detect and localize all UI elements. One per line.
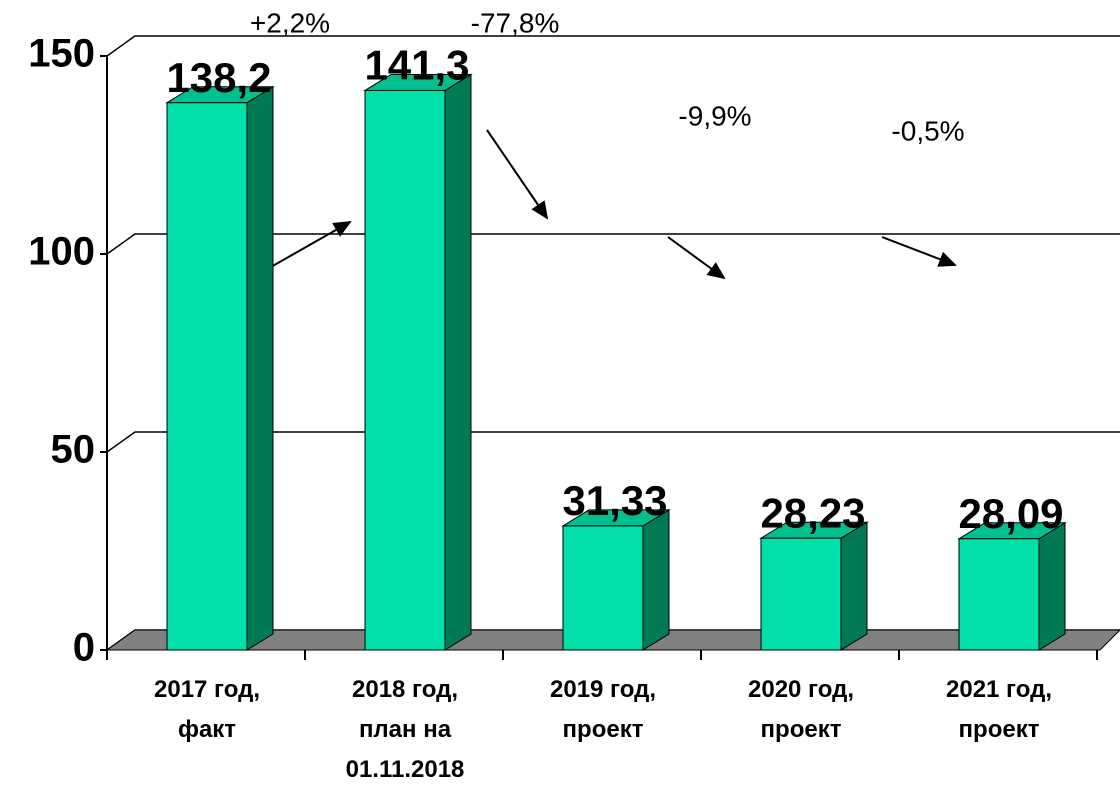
x-tick-label: 2021 год, проект bbox=[946, 676, 1052, 743]
x-tick-label: 2017 год, факт bbox=[154, 676, 260, 743]
value-label: 141,3 bbox=[364, 42, 469, 89]
bar-front bbox=[760, 537, 842, 651]
bar-side bbox=[246, 85, 274, 651]
bar-side bbox=[1038, 521, 1066, 651]
y-tick-label: 100 bbox=[28, 230, 95, 274]
annotation: -77,8% bbox=[471, 7, 560, 38]
x-tick-label: 2019 год, проект bbox=[550, 676, 656, 743]
grid-line bbox=[106, 431, 1120, 453]
bar-side bbox=[444, 73, 472, 651]
bar-side bbox=[642, 509, 670, 651]
bar bbox=[561, 509, 671, 651]
bar-front bbox=[958, 538, 1040, 651]
grid-line bbox=[106, 233, 1120, 255]
bar bbox=[363, 73, 473, 651]
bar bbox=[759, 521, 869, 651]
arrows bbox=[247, 129, 957, 281]
bar bbox=[957, 521, 1067, 651]
value-label: 28,23 bbox=[760, 489, 865, 536]
y-tick-label: 0 bbox=[73, 626, 95, 670]
y-tick-label: 150 bbox=[28, 32, 95, 76]
bar-front bbox=[364, 89, 446, 651]
annotation: -0,5% bbox=[891, 115, 964, 146]
y-tick-label: 50 bbox=[51, 428, 96, 472]
annotation: +2,2% bbox=[250, 7, 330, 38]
bar bbox=[165, 85, 275, 651]
bar-side bbox=[840, 521, 868, 651]
value-label: 138,2 bbox=[166, 54, 271, 101]
bar-front bbox=[166, 102, 248, 651]
value-label: 28,09 bbox=[958, 490, 1063, 537]
grid-line bbox=[106, 35, 1120, 57]
value-label: 31,33 bbox=[562, 477, 667, 524]
annotation: -9,9% bbox=[678, 100, 751, 131]
x-tick-label: 2020 год, проект bbox=[748, 676, 854, 743]
bar-front bbox=[562, 525, 644, 651]
x-tick-label: 2018 год, план на 01.11.2018 bbox=[345, 676, 465, 783]
